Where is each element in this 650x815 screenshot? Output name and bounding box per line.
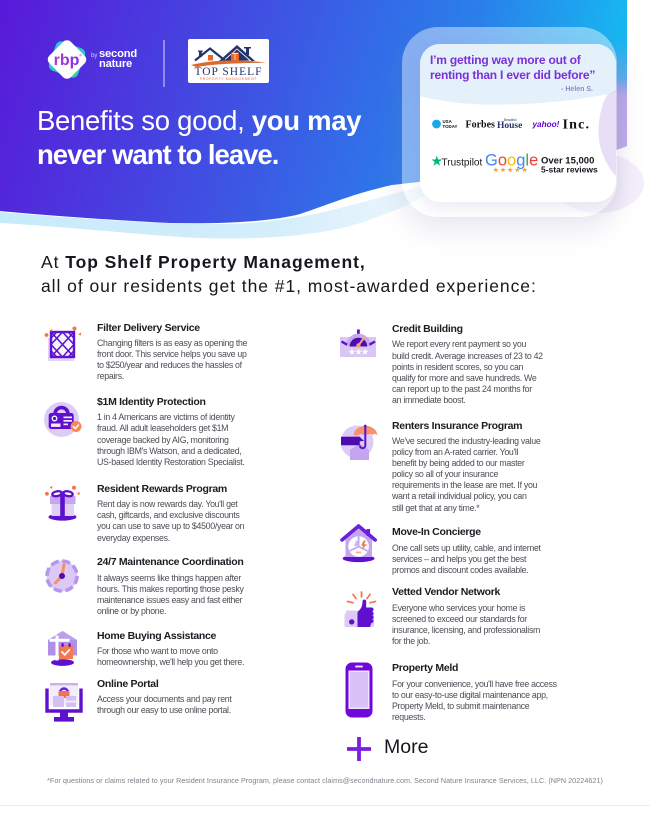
svg-text:Google: Google bbox=[485, 152, 538, 170]
svg-text:House: House bbox=[497, 121, 522, 131]
svg-text:yahoo!: yahoo! bbox=[532, 120, 560, 129]
svg-text:TODAY: TODAY bbox=[443, 124, 458, 129]
svg-text:TOP SHELF: TOP SHELF bbox=[194, 66, 262, 78]
svg-text:®: ® bbox=[79, 53, 82, 58]
svg-text:Beautiful: Beautiful bbox=[504, 118, 517, 122]
svg-text:Trustpilot: Trustpilot bbox=[442, 158, 483, 169]
svg-text:Forbes: Forbes bbox=[466, 120, 496, 131]
svg-text:rbp: rbp bbox=[54, 52, 80, 69]
svg-text:USA: USA bbox=[443, 119, 453, 124]
svg-text:Over 15,000: Over 15,000 bbox=[541, 156, 594, 167]
svg-text:PROPERTY MANAGEMENT: PROPERTY MANAGEMENT bbox=[200, 77, 257, 81]
svg-text:5-star reviews: 5-star reviews bbox=[541, 165, 598, 175]
svg-text:Inc.: Inc. bbox=[563, 118, 591, 133]
